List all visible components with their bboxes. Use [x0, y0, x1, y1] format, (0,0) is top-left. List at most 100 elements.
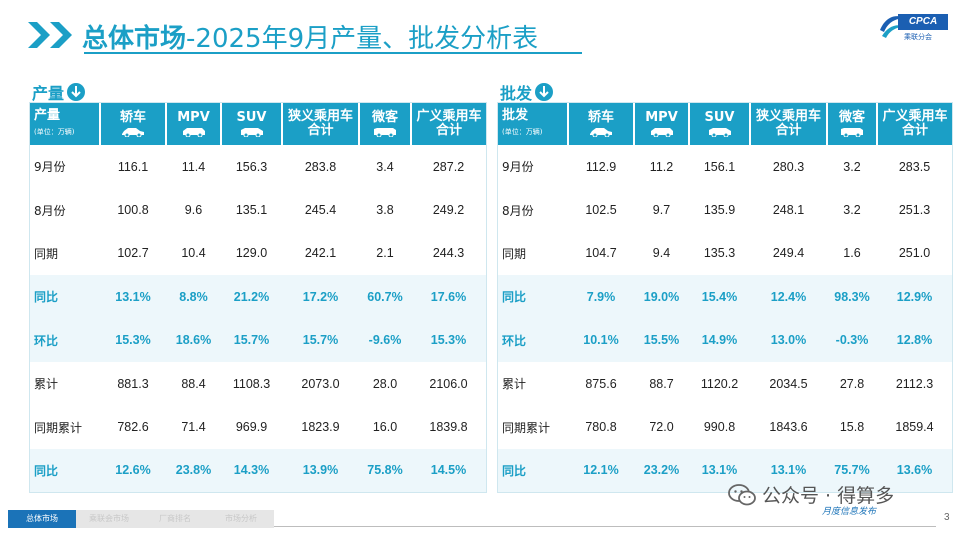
- table-row: 9月份 116.1 11.4 156.3 283.8 3.4 287.2: [30, 145, 486, 188]
- table-cell: 71.4: [181, 420, 206, 435]
- column-header-minivan: 微客: [826, 103, 877, 145]
- table-cell: 14.9%: [689, 318, 750, 362]
- table-cell: 1108.3: [232, 376, 271, 391]
- table-cell: 15.3%: [411, 318, 486, 362]
- table-cell: 17.2%: [282, 275, 359, 319]
- column-header-suv: SUV: [220, 103, 282, 145]
- table-cell: 248.1: [772, 203, 805, 218]
- column-header-minivan: 微客: [358, 103, 411, 145]
- column-header-sedan: 轿车: [99, 103, 166, 145]
- table-cell: 875.6: [585, 376, 617, 391]
- table-cell: 15.7%: [221, 318, 282, 362]
- table-cell: 283.5: [898, 159, 931, 174]
- table-cell: 135.1: [235, 203, 268, 218]
- table-cell: 283.8: [304, 159, 337, 174]
- table-cell: 9.6: [184, 203, 203, 218]
- footer-divider: [274, 526, 936, 527]
- table-cell: 13.1%: [100, 275, 166, 319]
- table-cell: 88.4: [181, 376, 206, 391]
- column-header-label: SUV: [704, 110, 735, 125]
- table-cell: 780.8: [585, 420, 617, 435]
- table-row: 同比 13.1% 8.8% 21.2% 17.2% 60.7% 17.6%: [30, 275, 486, 319]
- table-cell: 13.6%: [877, 448, 952, 493]
- row-label: 同比: [498, 275, 568, 319]
- table-cell: 28.0: [372, 376, 398, 391]
- monthly-release-text: 月度信息发布: [822, 507, 877, 517]
- table-row: 累计 881.3 88.4 1108.3 2073.0 28.0 2106.0: [30, 362, 486, 405]
- table-cell: 990.8: [703, 420, 736, 435]
- table-cell: 16.0: [372, 420, 398, 435]
- table-cell: 10.1%: [568, 318, 634, 362]
- table-cell: 19.0%: [634, 275, 689, 319]
- row-label: 同期累计: [34, 420, 83, 435]
- column-header-label: 狭义乘用车合计: [755, 109, 821, 138]
- suv-icon: [240, 128, 263, 137]
- table-cell: 15.8: [839, 420, 865, 435]
- table-cell: 7.9%: [568, 275, 634, 319]
- table-cell: 27.8: [839, 376, 865, 391]
- table-cell: 135.3: [703, 246, 736, 261]
- table-cell: 15.5%: [634, 318, 689, 362]
- wechat-text: 公众号 · 得算多: [762, 485, 895, 507]
- table-row: 同比 12.1% 23.2% 13.1% 13.1% 75.7% 13.6%: [498, 448, 952, 493]
- sedan-icon: [122, 128, 144, 137]
- row-label: 同比: [30, 275, 100, 319]
- logo-text: CPCA: [898, 14, 948, 30]
- table-cell: 156.1: [703, 159, 736, 174]
- row-label: 9月份: [502, 160, 534, 175]
- table-cell: 1839.8: [429, 420, 468, 435]
- production-table-body: 9月份 116.1 11.4 156.3 283.8 3.4 287.2 8月份 100.8 9.…: [30, 145, 486, 493]
- table-cell: 249.2: [432, 203, 465, 218]
- table-cell: 244.3: [432, 246, 465, 261]
- table-cell: 12.1%: [568, 448, 634, 493]
- row-label: 同期累计: [502, 420, 551, 435]
- column-header-label: 产量: [34, 108, 61, 123]
- table-cell: 102.7: [117, 246, 149, 261]
- table-cell: 21.2%: [221, 275, 282, 319]
- page-title: 总体市场-2025年9月产量、批发分析表: [82, 18, 538, 55]
- table-cell: 75.7%: [827, 448, 877, 493]
- footer-tab-market-analysis[interactable]: 市场分析: [225, 514, 257, 523]
- unit-label: (单位：万辆): [502, 128, 543, 136]
- page-number: 3: [944, 512, 950, 523]
- table-row: 环比 15.3% 18.6% 15.7% 15.7% -9.6% 15.3%: [30, 318, 486, 362]
- table-cell: 881.3: [117, 376, 149, 391]
- table-row: 9月份 112.9 11.2 156.1 280.3 3.2 283.5: [498, 145, 952, 188]
- table-row: 同比 12.6% 23.8% 14.3% 13.9% 75.8% 14.5%: [30, 448, 486, 493]
- table-cell: 287.2: [432, 159, 465, 174]
- column-header-broad-total: 广义乘用车合计: [876, 103, 952, 145]
- row-label: 累计: [34, 377, 59, 392]
- table-cell: 969.9: [235, 420, 268, 435]
- table-header-row: 批发 (单位：万辆) 轿车 MPV SUV 狭义乘用车合计: [498, 103, 952, 145]
- table-cell: 13.1%: [750, 448, 827, 493]
- wholesale-label-text: 批发: [500, 84, 533, 103]
- row-label: 环比: [498, 318, 568, 362]
- wechat-watermark: 公众号 · 得算多: [728, 481, 894, 508]
- table-cell: 102.5: [585, 203, 617, 218]
- table-cell: 280.3: [772, 159, 805, 174]
- wholesale-table: 批发 (单位：万辆) 轿车 MPV SUV 狭义乘用车合计: [498, 103, 952, 493]
- table-cell: 242.1: [304, 246, 337, 261]
- table-row: 同期累计 780.8 72.0 990.8 1843.6 15.8 1859.4: [498, 405, 952, 448]
- table-cell: 2112.3: [895, 376, 934, 391]
- table-cell: 75.8%: [359, 448, 411, 493]
- production-label-text: 产量: [32, 84, 65, 103]
- column-header-label: 轿车: [587, 110, 614, 125]
- column-header-sedan: 轿车: [567, 103, 634, 145]
- table-cell: 3.4: [376, 159, 394, 174]
- footer-tab-manufacturer-ranking[interactable]: 厂商排名: [159, 514, 191, 523]
- footer-tab-cpca-market[interactable]: 乘联会市场: [89, 514, 129, 523]
- wechat-icon: [728, 483, 756, 505]
- table-cell: 156.3: [235, 159, 268, 174]
- sedan-icon: [590, 128, 612, 137]
- table-cell: 13.9%: [282, 448, 359, 493]
- row-label: 8月份: [34, 203, 66, 218]
- table-row: 环比 10.1% 15.5% 14.9% 13.0% -0.3% 12.8%: [498, 318, 952, 362]
- footer-tab-overall[interactable]: 总体市场: [8, 510, 76, 528]
- table-header-row: 产量 (单位：万辆) 轿车 MPV SUV 狭义乘用车合计: [30, 103, 486, 145]
- table-cell: 8.8%: [166, 275, 221, 319]
- table-cell: 1.6: [843, 246, 861, 261]
- table-cell: 17.6%: [411, 275, 486, 319]
- table-cell: 14.3%: [221, 448, 282, 493]
- van-icon: [374, 128, 396, 137]
